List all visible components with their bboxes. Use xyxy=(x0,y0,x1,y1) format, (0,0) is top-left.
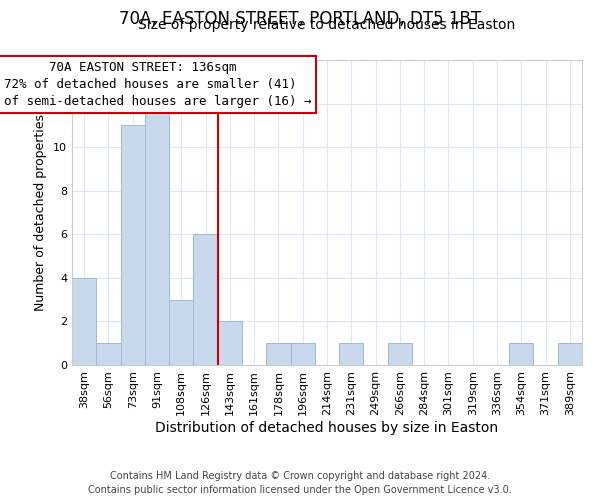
Bar xyxy=(145,104,169,365)
Bar xyxy=(121,126,145,365)
Text: Contains HM Land Registry data © Crown copyright and database right 2024.
Contai: Contains HM Land Registry data © Crown c… xyxy=(88,471,512,495)
Bar xyxy=(388,343,412,365)
Bar xyxy=(290,343,315,365)
Bar xyxy=(558,343,582,365)
Bar xyxy=(72,278,96,365)
Y-axis label: Number of detached properties: Number of detached properties xyxy=(34,114,47,311)
Bar xyxy=(218,322,242,365)
Bar xyxy=(266,343,290,365)
Bar xyxy=(509,343,533,365)
X-axis label: Distribution of detached houses by size in Easton: Distribution of detached houses by size … xyxy=(155,420,499,434)
Bar xyxy=(339,343,364,365)
Text: 70A EASTON STREET: 136sqm
← 72% of detached houses are smaller (41)
28% of semi-: 70A EASTON STREET: 136sqm ← 72% of detac… xyxy=(0,61,311,108)
Title: Size of property relative to detached houses in Easton: Size of property relative to detached ho… xyxy=(139,18,515,32)
Text: 70A, EASTON STREET, PORTLAND, DT5 1BT: 70A, EASTON STREET, PORTLAND, DT5 1BT xyxy=(119,10,481,28)
Bar xyxy=(169,300,193,365)
Bar xyxy=(96,343,121,365)
Bar xyxy=(193,234,218,365)
